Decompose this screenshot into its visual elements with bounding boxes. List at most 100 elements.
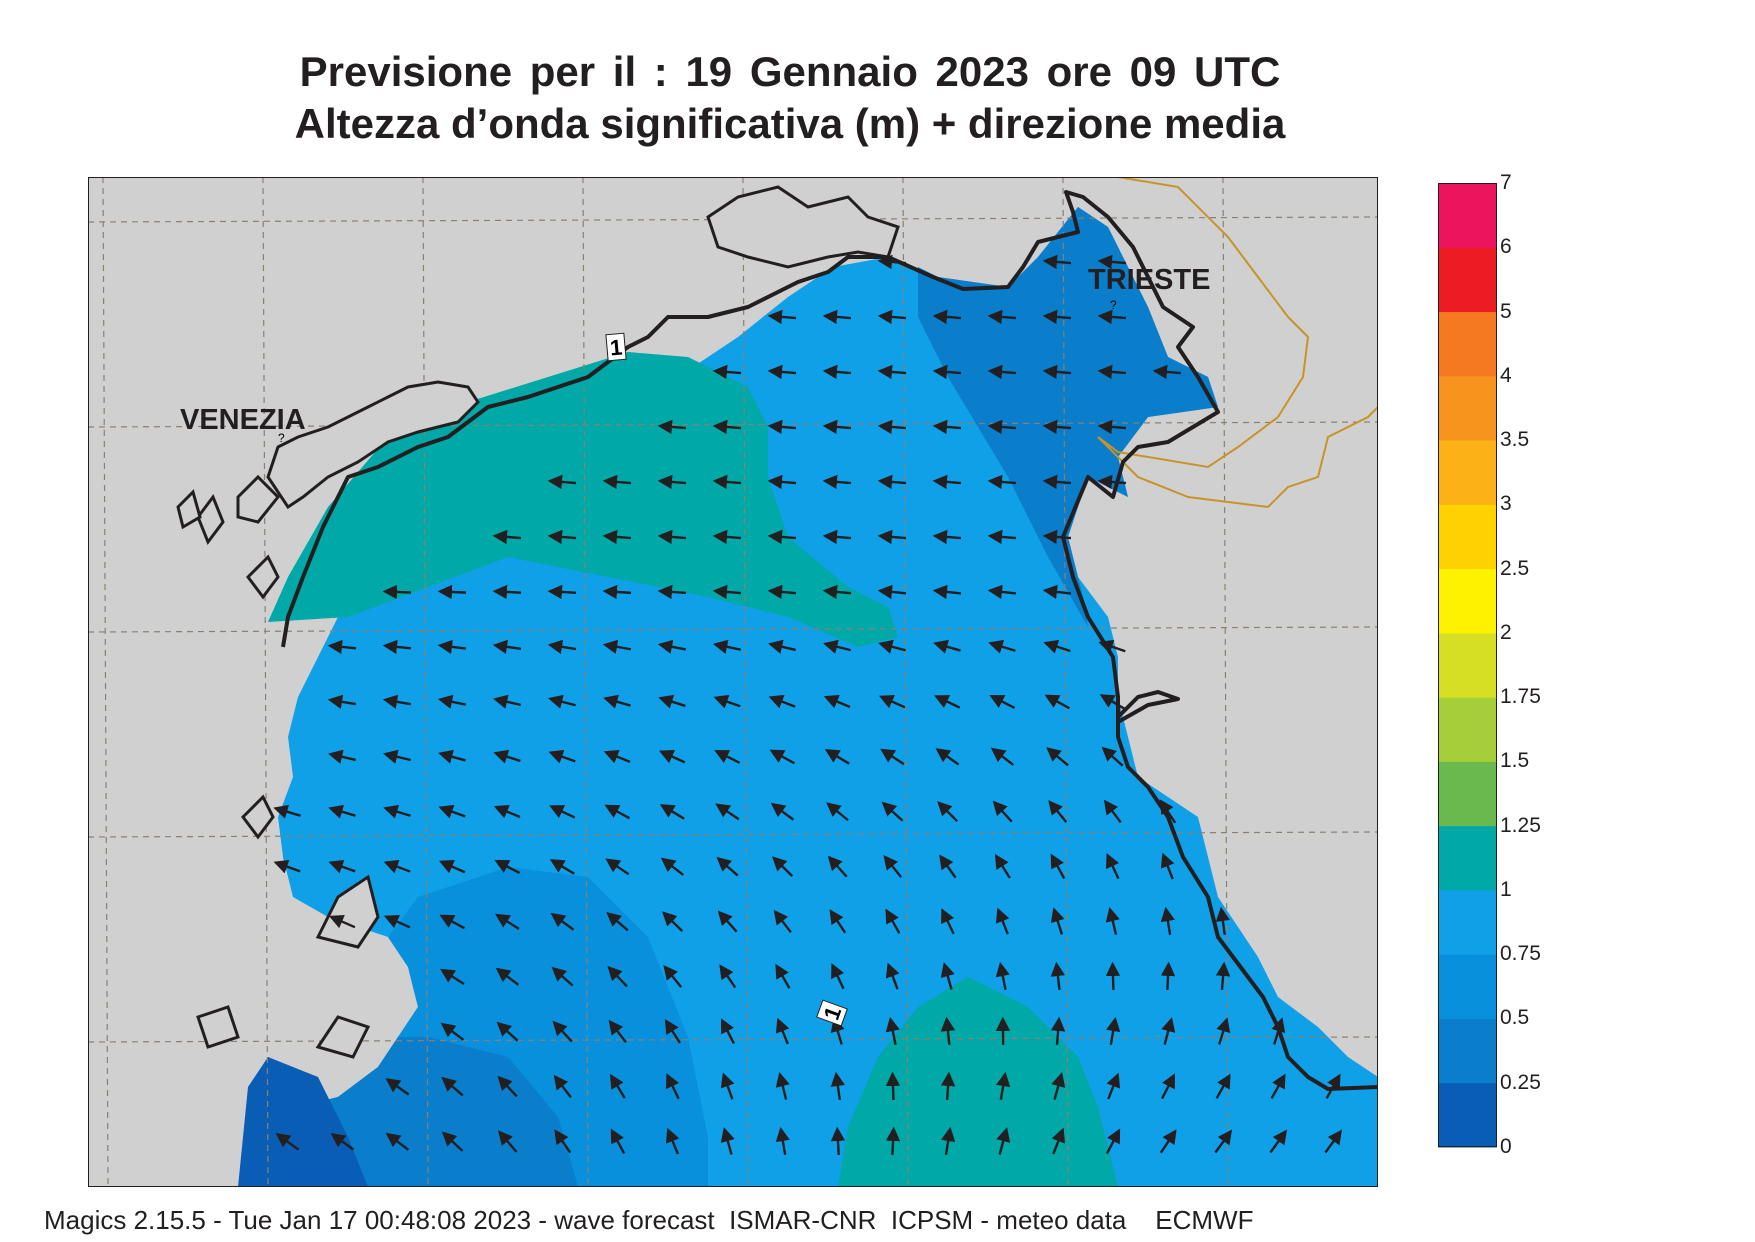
title-line-1: Previsione per il : 19 Gennaio 2023 ore …	[299, 48, 1281, 95]
wave-direction-arrow	[767, 419, 797, 435]
wave-direction-arrow	[712, 639, 741, 654]
wave-direction-arrow	[603, 694, 631, 709]
wave-direction-arrow	[932, 309, 962, 325]
wave-direction-arrow	[609, 1073, 626, 1099]
wave-direction-arrow	[1106, 1016, 1121, 1046]
wave-direction-arrow	[830, 1071, 845, 1101]
wave-direction-arrow	[767, 364, 797, 380]
city-marker-venezia: ?	[278, 431, 285, 445]
wave-direction-arrow	[328, 914, 356, 929]
wave-direction-arrow	[721, 1018, 735, 1045]
wave-direction-arrow	[492, 639, 522, 654]
wave-direction-arrow	[1050, 1016, 1066, 1046]
wave-direction-arrow	[494, 859, 521, 875]
wave-direction-arrow	[775, 1126, 790, 1156]
wave-direction-arrow	[663, 965, 683, 988]
wave-direction-arrow	[714, 750, 741, 764]
wave-direction-arrow	[1042, 419, 1072, 435]
wave-direction-arrow	[877, 584, 907, 600]
wave-direction-arrow	[438, 749, 466, 764]
wave-direction-arrow	[547, 639, 577, 654]
wave-direction-arrow	[824, 749, 850, 765]
wave-direction-arrow	[885, 908, 901, 934]
wave-direction-arrow	[1050, 853, 1066, 880]
colorbar-tick-label: 2.5	[1500, 556, 1530, 580]
colorbar-cell	[1438, 183, 1497, 248]
wave-direction-arrow	[885, 1016, 900, 1045]
wave-direction-arrow	[437, 694, 466, 709]
wave-direction-arrow	[987, 584, 1017, 600]
wave-direction-arrow	[661, 911, 684, 932]
wave-direction-arrow	[1097, 364, 1127, 380]
contour-label-1-north: 1	[605, 332, 627, 362]
colorbar-cell	[1438, 375, 1497, 441]
wave-direction-arrow	[608, 1019, 627, 1044]
wave-direction-arrow	[831, 963, 845, 990]
wave-direction-arrow	[990, 747, 1015, 766]
wave-direction-arrow	[1042, 474, 1072, 490]
wave-direction-arrow	[610, 1128, 626, 1155]
colorbar-tick-label: 1.5	[1500, 749, 1530, 773]
wave-direction-arrow	[885, 1071, 901, 1101]
wave-direction-arrow	[659, 804, 685, 820]
wave-direction-arrow	[273, 804, 301, 819]
wave-direction-arrow	[768, 694, 796, 709]
wave-direction-arrow	[1051, 1127, 1066, 1155]
wave-direction-arrow	[883, 854, 903, 878]
wave-direction-arrow	[549, 859, 575, 875]
wave-direction-arrow	[553, 1074, 572, 1099]
wave-direction-arrow	[712, 584, 742, 600]
wave-direction-arrow	[1098, 639, 1126, 654]
wave-direction-arrow	[550, 912, 575, 931]
wave-direction-arrow	[822, 529, 852, 545]
wave-direction-arrow	[1152, 364, 1182, 380]
wave-direction-arrow	[438, 804, 466, 819]
colorbar-tick-label: 1.75	[1500, 685, 1541, 709]
wave-direction-arrow	[877, 419, 907, 435]
wave-direction-arrow	[932, 584, 962, 600]
wave-direction-arrow	[822, 419, 852, 435]
wave-direction-arrow	[275, 1132, 300, 1151]
wave-direction-arrow	[713, 694, 741, 709]
wave-direction-arrow	[827, 855, 848, 878]
city-label-trieste: TRIESTE	[1088, 264, 1210, 296]
colorbar-tick-label: 7	[1500, 171, 1512, 194]
wave-direction-arrow	[440, 1022, 465, 1041]
wave-direction-arrow	[881, 801, 904, 822]
wave-direction-arrow	[1325, 1073, 1341, 1099]
wave-direction-arrow	[497, 1130, 518, 1153]
wave-direction-arrow	[767, 584, 797, 600]
wave-direction-arrow	[602, 639, 632, 654]
wave-direction-arrow	[720, 1127, 735, 1155]
wave-direction-arrow	[1103, 799, 1122, 824]
wave-direction-arrow	[1216, 1017, 1231, 1045]
wave-height-map: 1 1 VENEZIA TRIESTE ? ?	[88, 177, 1378, 1187]
wave-direction-arrow	[606, 912, 629, 932]
wave-direction-arrow	[1105, 961, 1121, 991]
wave-direction-arrow	[933, 639, 961, 654]
graticule	[88, 177, 1378, 1187]
wave-direction-arrow	[987, 474, 1017, 490]
wave-direction-arrow	[767, 529, 797, 545]
wave-direction-arrow	[1046, 747, 1069, 767]
wave-direction-arrow	[877, 364, 907, 380]
colorbar-cell	[1438, 504, 1497, 570]
wave-direction-arrow	[712, 529, 742, 545]
wave-direction-arrow	[1044, 694, 1070, 710]
title-line-2: Altezza d’onda significativa (m) + direz…	[294, 100, 1286, 147]
city-marker-trieste: ?	[1110, 298, 1117, 312]
wave-direction-arrow	[767, 474, 797, 490]
wave-direction-arrow	[822, 584, 852, 600]
wave-direction-arrow	[712, 364, 742, 380]
wave-direction-arrow	[440, 968, 465, 985]
colorbar-tick-label: 0	[1500, 1135, 1512, 1158]
wave-direction-arrow	[1097, 254, 1127, 270]
wave-direction-arrow	[493, 804, 521, 819]
wave-direction-arrow	[493, 749, 521, 764]
wave-direction-arrow	[495, 967, 520, 986]
wave-direction-arrow	[441, 1076, 464, 1097]
wave-direction-arrow	[665, 1127, 680, 1155]
wave-direction-arrow	[932, 529, 962, 545]
wave-direction-arrow	[439, 914, 466, 930]
wave-direction-arrow	[1106, 853, 1120, 880]
